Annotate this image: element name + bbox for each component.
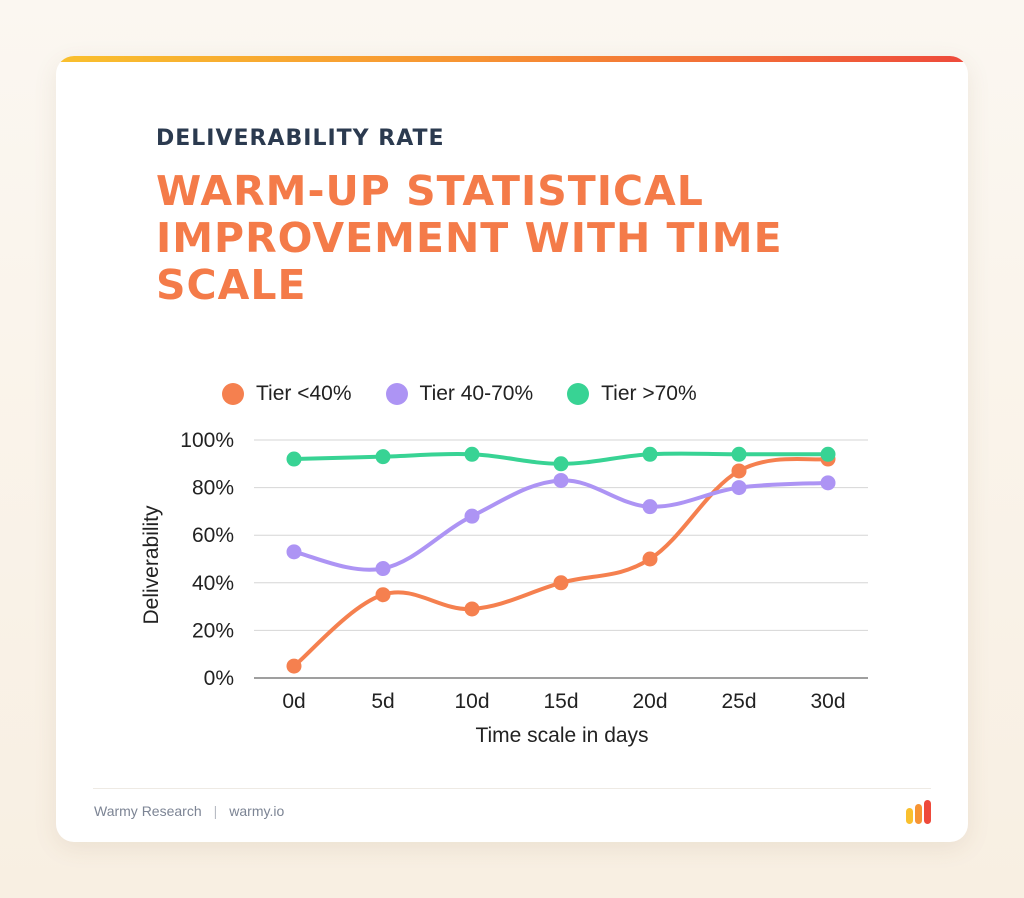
y-tick-label: 100% bbox=[180, 429, 234, 452]
data-point bbox=[464, 446, 480, 462]
y-axis-title: Deliverability bbox=[140, 505, 163, 625]
footer: Warmy Research | warmy.io bbox=[94, 803, 284, 819]
y-tick-label: 40% bbox=[192, 572, 234, 595]
footer-divider bbox=[93, 788, 931, 789]
legend-marker-icon bbox=[567, 383, 590, 405]
gradient-accent-bar bbox=[56, 56, 968, 62]
data-point bbox=[731, 446, 747, 462]
footer-source: Warmy Research bbox=[94, 803, 202, 819]
legend-item-tier-mid: Tier 40-70% bbox=[385, 382, 534, 406]
data-point bbox=[375, 587, 391, 603]
x-tick-label: 0d bbox=[282, 690, 305, 713]
series-line-1 bbox=[292, 456, 830, 669]
legend-marker-icon bbox=[222, 383, 244, 405]
legend-label: Tier <40% bbox=[256, 382, 352, 405]
data-point bbox=[642, 499, 658, 515]
y-tick-label: 0% bbox=[204, 667, 234, 690]
legend-label: Tier 40-70% bbox=[419, 382, 534, 405]
data-point bbox=[820, 475, 836, 491]
footer-site-link[interactable]: warmy.io bbox=[229, 803, 285, 819]
legend-marker-icon bbox=[385, 383, 408, 405]
data-point bbox=[731, 463, 747, 479]
warmy-logo-icon bbox=[906, 800, 931, 824]
x-tick-label: 20d bbox=[632, 690, 667, 713]
chart-card: DELIVERABILITY RATE WARM-UP STATISTICAL … bbox=[56, 56, 968, 842]
x-tick-label: 25d bbox=[721, 690, 756, 713]
data-point bbox=[286, 544, 302, 560]
y-tick-label: 60% bbox=[192, 524, 234, 547]
data-point bbox=[553, 472, 569, 488]
legend-item-tier-low: Tier <40% bbox=[222, 382, 352, 406]
data-point bbox=[375, 561, 391, 577]
y-tick-label: 80% bbox=[192, 477, 234, 500]
data-point bbox=[731, 480, 747, 496]
chart-title: WARM-UP STATISTICAL IMPROVEMENT WITH TIM… bbox=[156, 167, 783, 309]
data-point bbox=[464, 508, 480, 524]
data-point bbox=[553, 575, 569, 591]
chart-kicker: DELIVERABILITY RATE bbox=[156, 126, 445, 151]
data-point bbox=[464, 601, 480, 617]
data-point bbox=[642, 551, 658, 567]
footer-separator: | bbox=[213, 803, 218, 819]
data-point bbox=[642, 446, 658, 462]
legend-label: Tier >70% bbox=[601, 382, 697, 405]
x-tick-label: 5d bbox=[371, 690, 394, 713]
x-axis-title: Time scale in days bbox=[475, 724, 648, 747]
line-chart: 0% 20% 40% 60% 80% 100% 0d 5d 10d 15d 20d 25d 30d Tim… bbox=[140, 429, 868, 747]
data-point bbox=[286, 658, 302, 674]
y-tick-label: 20% bbox=[192, 619, 234, 642]
data-point bbox=[375, 449, 391, 465]
x-tick-label: 30d bbox=[810, 690, 845, 713]
chart-legend: Tier <40% Tier 40-70% Tier >70% bbox=[222, 378, 697, 410]
legend-item-tier-high: Tier >70% bbox=[567, 382, 697, 406]
data-point bbox=[553, 456, 569, 472]
x-tick-label: 10d bbox=[454, 690, 489, 713]
series-line-2 bbox=[292, 478, 830, 572]
x-tick-label: 15d bbox=[543, 690, 578, 713]
data-point bbox=[820, 446, 836, 462]
data-point bbox=[286, 451, 302, 467]
